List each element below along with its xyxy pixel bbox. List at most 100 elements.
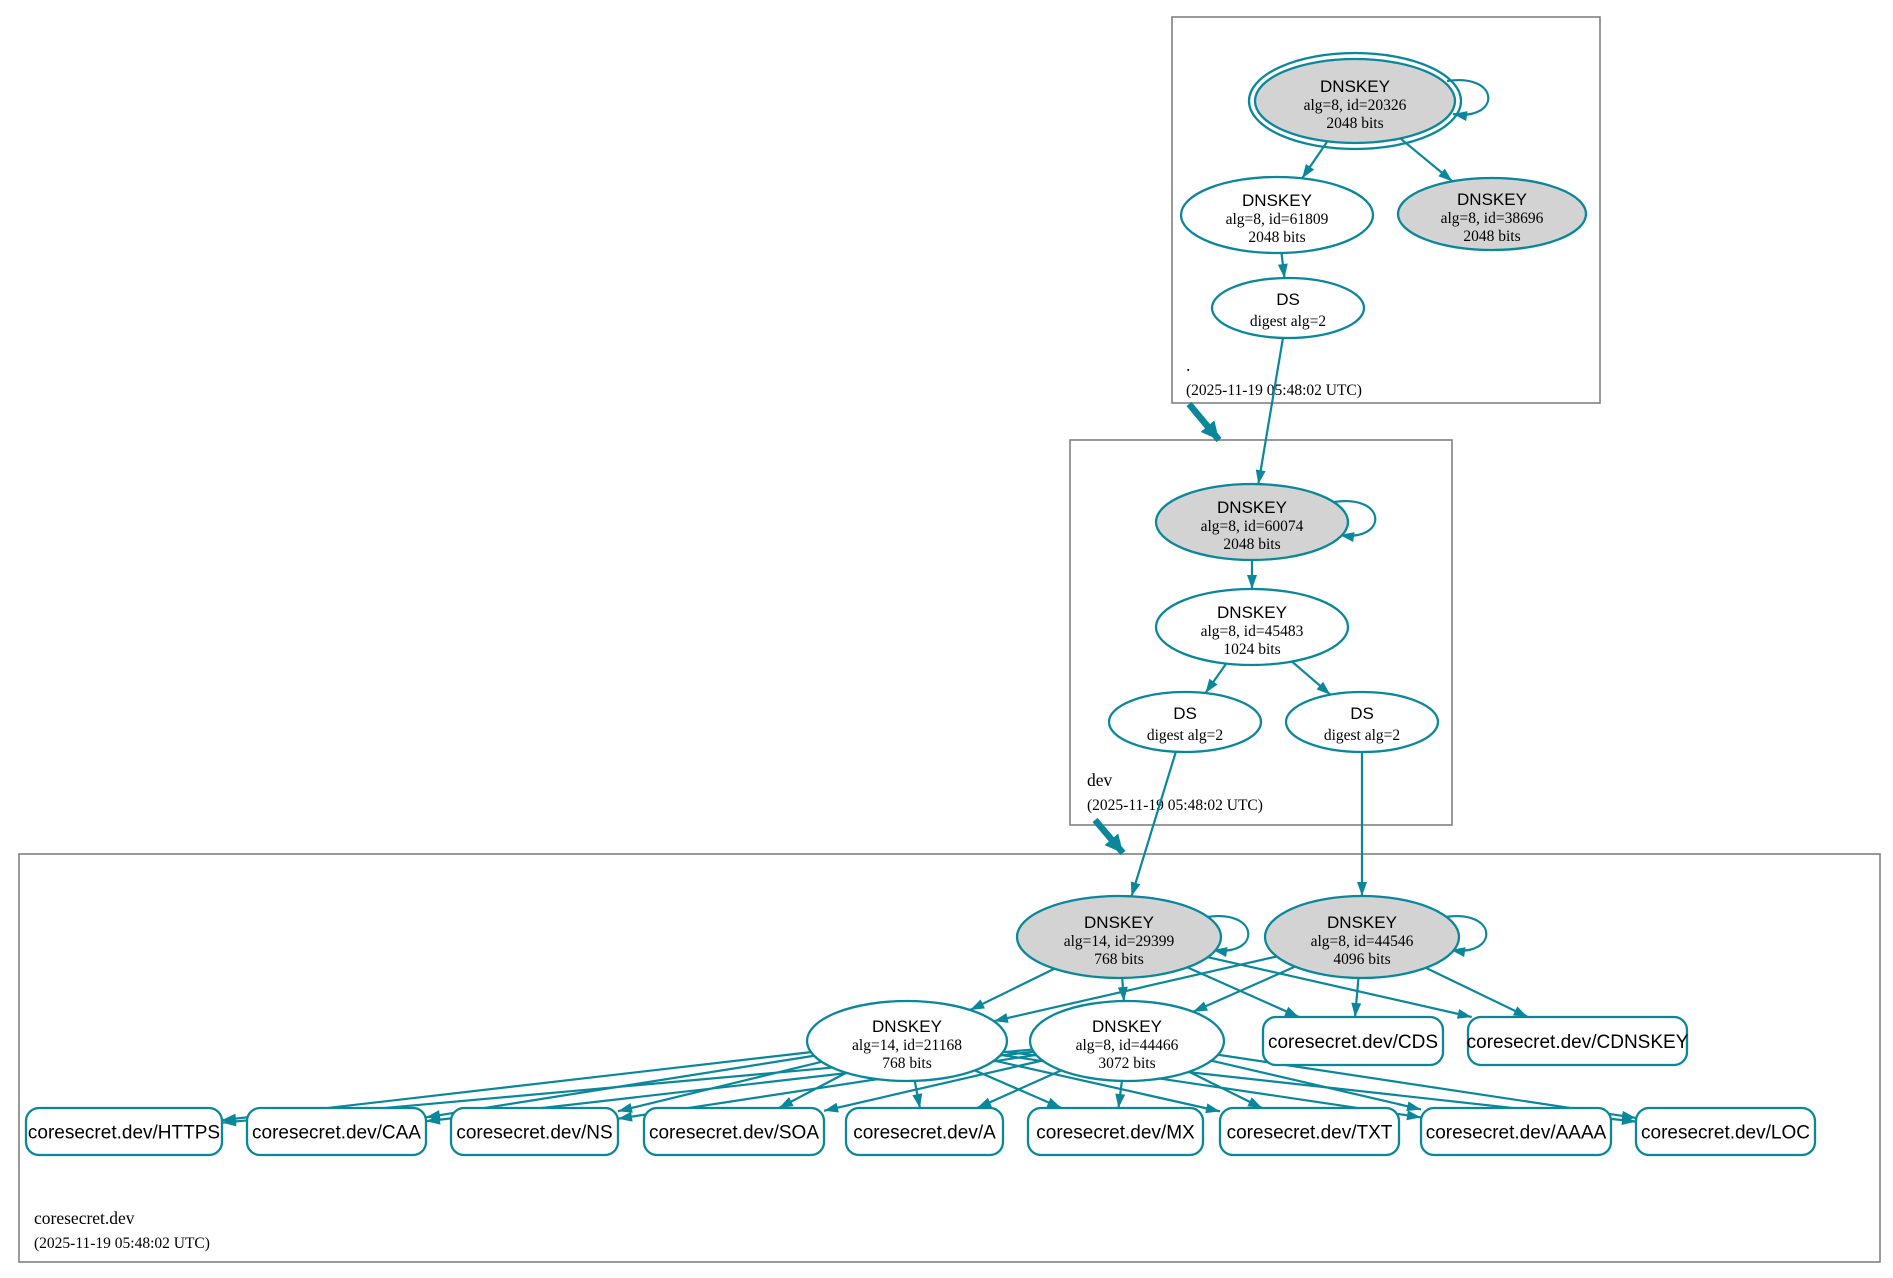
node-label-line: DNSKEY <box>872 1017 942 1036</box>
node-label-line: DNSKEY <box>1457 190 1527 209</box>
node-label-line: 2048 bits <box>1463 228 1520 245</box>
node-label-line: DS <box>1276 290 1300 309</box>
rrset-box <box>1419 1106 1613 1157</box>
rrset-label: coresecret.dev/HTTPS <box>28 1123 220 1144</box>
edge-cs-zsk8-aaaa <box>1211 1059 1422 1112</box>
node-label-line: DS <box>1173 704 1197 723</box>
edge-cs-ksk14-cs-zsk14 <box>969 967 1055 1011</box>
rrset-label: coresecret.dev/MX <box>1036 1123 1195 1144</box>
node-label-line: 768 bits <box>1094 951 1144 968</box>
node-label-line: 1024 bits <box>1223 641 1280 658</box>
edge-cs-zsk8-soa <box>823 1059 1043 1113</box>
edge-cs-zsk8-mx <box>1115 1080 1126 1109</box>
zone-timestamp-coresecret: (2025-11-19 05:48:02 UTC) <box>34 1235 210 1252</box>
delegation-arrow-dev-coresecret <box>1092 817 1126 856</box>
key-ellipse <box>1179 175 1375 255</box>
rrset-box <box>1634 1106 1817 1157</box>
self-signature-loop-cs-ksk14 <box>1206 915 1250 957</box>
rrset-box <box>449 1106 620 1157</box>
rrset-label: coresecret.dev/CDS <box>1268 1032 1438 1053</box>
node-label-line: DS <box>1350 704 1374 723</box>
rrset-label: coresecret.dev/CDNSKEY <box>1467 1032 1689 1053</box>
node-loc-rrset[interactable]: coresecret.dev/LOC <box>1634 1106 1817 1157</box>
key-ellipse <box>1107 690 1263 754</box>
rrset-box <box>1026 1106 1205 1157</box>
rrset-label: coresecret.dev/TXT <box>1227 1123 1393 1144</box>
zone-label-root: . <box>1186 355 1190 375</box>
node-label-line: alg=8, id=45483 <box>1201 623 1304 640</box>
node-label-line: 2048 bits <box>1223 536 1280 553</box>
node-dev-ds2-ds[interactable]: DS digest alg=2 <box>1284 690 1440 754</box>
node-label-line: alg=8, id=44466 <box>1076 1037 1179 1054</box>
node-label-line: 3072 bits <box>1098 1055 1155 1072</box>
node-https-rrset[interactable]: coresecret.dev/HTTPS <box>24 1106 224 1157</box>
node-a-rrset[interactable]: coresecret.dev/A <box>844 1106 1005 1157</box>
node-label-line: 2048 bits <box>1248 229 1305 246</box>
edge-root-ds-dev-ksk <box>1255 337 1285 485</box>
node-dev-ds1-ds[interactable]: DS digest alg=2 <box>1107 690 1263 754</box>
rrset-label: coresecret.dev/AAAA <box>1426 1123 1607 1144</box>
node-cdnskey-rrset[interactable]: coresecret.dev/CDNSKEY <box>1467 1015 1689 1067</box>
node-label-line: alg=8, id=44546 <box>1311 933 1414 950</box>
node-label-line: 768 bits <box>882 1055 932 1072</box>
node-txt-rrset[interactable]: coresecret.dev/TXT <box>1218 1106 1401 1157</box>
edge-cs-ksk14-cds <box>1186 966 1300 1019</box>
key-ellipse <box>1210 276 1366 340</box>
rrset-box <box>245 1106 428 1157</box>
sep-key-ellipse <box>1253 57 1457 145</box>
node-label-line: alg=8, id=20326 <box>1304 97 1407 114</box>
rrset-label: coresecret.dev/SOA <box>649 1123 819 1144</box>
node-label-line: DNSKEY <box>1327 913 1397 932</box>
rrset-box <box>1261 1015 1445 1067</box>
node-soa-rrset[interactable]: coresecret.dev/SOA <box>642 1106 826 1157</box>
edge-cs-zsk8-txt <box>1188 1070 1263 1109</box>
node-caa-rrset[interactable]: coresecret.dev/CAA <box>245 1106 428 1157</box>
edge-cs-ksk8-cdnskey <box>1425 966 1529 1018</box>
node-label-line: alg=8, id=38696 <box>1441 210 1544 227</box>
node-aaaa-rrset[interactable]: coresecret.dev/AAAA <box>1419 1106 1613 1157</box>
node-ns-rrset[interactable]: coresecret.dev/NS <box>449 1106 620 1157</box>
node-label-line: digest alg=2 <box>1147 727 1223 744</box>
node-label-line: DNSKEY <box>1320 77 1390 96</box>
edge-dev-zsk-dev-ds1 <box>1204 662 1228 694</box>
node-label-line: digest alg=2 <box>1250 313 1326 330</box>
edge-cs-ksk8-cs-zsk14 <box>993 955 1277 1023</box>
rrset-label: coresecret.dev/LOC <box>1641 1123 1810 1144</box>
rrset-box <box>1218 1106 1401 1157</box>
zone-label-dev: dev <box>1087 770 1113 790</box>
node-label-line: alg=8, id=61809 <box>1226 211 1329 228</box>
edge-cs-ksk14-cdnskey <box>1207 956 1472 1019</box>
node-mx-rrset[interactable]: coresecret.dev/MX <box>1026 1106 1205 1157</box>
zone-timestamp-dev: (2025-11-19 05:48:02 UTC) <box>1087 797 1263 814</box>
rrset-box <box>642 1106 826 1157</box>
sep-key-ellipse <box>1263 894 1461 980</box>
node-label-line: 4096 bits <box>1333 951 1390 968</box>
node-label-line: DNSKEY <box>1217 603 1287 622</box>
delegation-arrow-root-dev <box>1186 401 1222 443</box>
key-ellipse <box>1284 690 1440 754</box>
node-label-line: alg=8, id=60074 <box>1201 518 1304 535</box>
edge-dev-zsk-dev-ds2 <box>1291 660 1332 696</box>
edge-cs-zsk14-txt <box>993 1059 1221 1114</box>
node-root-ds-ds[interactable]: DS digest alg=2 <box>1210 276 1366 340</box>
node-label-line: DNSKEY <box>1242 191 1312 210</box>
edge-root-ksk-root-ksk2 <box>1399 137 1454 183</box>
edge-cs-ksk8-cds <box>1351 977 1362 1018</box>
edge-cs-ksk14-cs-zsk8 <box>1117 977 1128 1002</box>
edge-cs-ksk8-cs-zsk8 <box>1192 965 1296 1013</box>
node-cds-rrset[interactable]: coresecret.dev/CDS <box>1261 1015 1445 1067</box>
trust-anchor-ring <box>1247 51 1463 151</box>
node-label-line: 2048 bits <box>1326 115 1383 132</box>
sep-key-ellipse <box>1015 894 1223 980</box>
